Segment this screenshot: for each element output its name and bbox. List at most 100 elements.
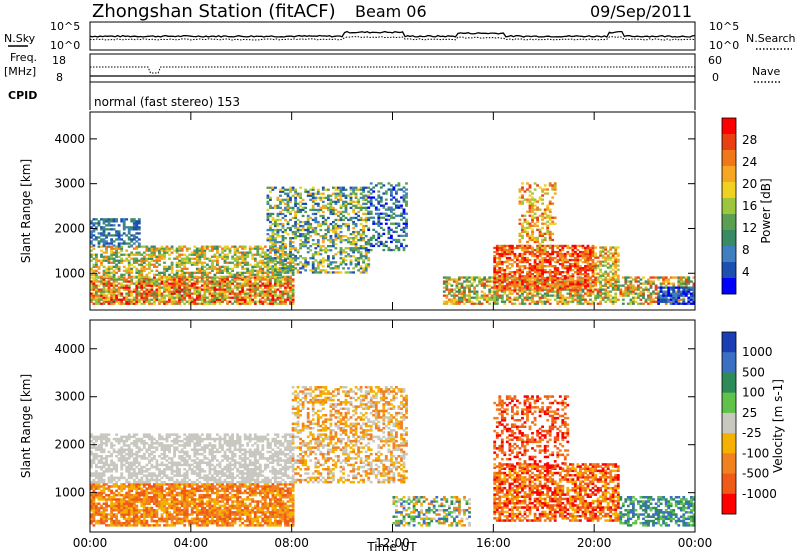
heatmap-cell bbox=[291, 269, 295, 272]
heatmap-cell bbox=[362, 245, 365, 248]
heatmap-cell bbox=[233, 298, 237, 301]
heatmap-cell bbox=[649, 280, 653, 283]
heatmap-cell bbox=[279, 300, 282, 303]
heatmap-cell bbox=[563, 283, 567, 286]
heatmap-cell bbox=[402, 248, 406, 252]
heatmap-cell bbox=[379, 212, 383, 215]
heatmap-cell bbox=[516, 296, 519, 299]
heatmap-cell bbox=[218, 255, 222, 258]
heatmap-cell bbox=[112, 278, 116, 281]
heatmap-cell bbox=[95, 273, 98, 276]
heatmap-cell bbox=[546, 228, 550, 231]
heatmap-cell bbox=[531, 300, 534, 303]
heatmap-cell bbox=[538, 275, 542, 278]
heatmap-cell bbox=[213, 296, 217, 299]
heatmap-cell bbox=[521, 265, 524, 268]
heatmap-cell bbox=[392, 196, 396, 199]
heatmap-cell bbox=[168, 247, 171, 250]
heatmap-cell bbox=[329, 237, 333, 240]
freq-tick-bottom: 8 bbox=[56, 71, 63, 84]
heatmap-cell bbox=[367, 263, 371, 266]
heatmap-cell bbox=[115, 251, 118, 254]
heatmap-cell bbox=[543, 252, 547, 256]
heatmap-cell bbox=[511, 298, 514, 301]
heatmap-cell bbox=[352, 251, 355, 254]
heatmap-cell bbox=[332, 186, 335, 189]
heatmap-cell bbox=[284, 259, 287, 262]
heatmap-cell bbox=[107, 257, 111, 260]
heatmap-cell bbox=[170, 275, 174, 278]
heatmap-cell bbox=[473, 278, 476, 281]
heatmap-cell bbox=[521, 300, 524, 303]
noise-right-tick-top: 10^5 bbox=[709, 20, 739, 33]
heatmap-cell bbox=[301, 226, 305, 230]
heatmap-cell bbox=[266, 212, 270, 216]
heatmap-cell bbox=[493, 296, 497, 299]
heatmap-cell bbox=[296, 228, 300, 232]
heatmap-cell bbox=[652, 298, 655, 301]
heatmap-cell bbox=[596, 276, 600, 279]
heatmap-cell bbox=[105, 294, 108, 297]
heatmap-cell bbox=[455, 300, 459, 303]
heatmap-cell bbox=[102, 228, 106, 231]
heatmap-cell bbox=[584, 265, 587, 268]
heatmap-cell bbox=[384, 222, 388, 225]
heatmap-cell bbox=[374, 184, 378, 187]
heatmap-cell bbox=[516, 298, 519, 301]
heatmap-cell bbox=[352, 216, 355, 220]
heatmap-cell bbox=[543, 246, 547, 250]
heatmap-cell bbox=[145, 247, 149, 250]
heatmap-cell bbox=[216, 298, 219, 301]
heatmap-cell bbox=[211, 263, 214, 266]
heatmap-cell bbox=[369, 204, 373, 207]
heatmap-cell bbox=[505, 256, 509, 260]
heatmap-cell bbox=[165, 247, 169, 250]
heatmap-cell bbox=[548, 222, 552, 225]
heatmap-cell bbox=[581, 298, 585, 301]
heatmap-cell bbox=[581, 288, 585, 291]
heatmap-cell bbox=[195, 294, 199, 297]
heatmap-cell bbox=[178, 245, 181, 248]
heatmap-cell bbox=[362, 206, 365, 209]
heatmap-cell bbox=[533, 283, 537, 286]
heatmap-cell bbox=[299, 220, 302, 224]
heatmap-cell bbox=[395, 184, 398, 187]
heatmap-cell bbox=[289, 198, 292, 201]
heatmap-cell bbox=[536, 206, 539, 209]
heatmap-cell bbox=[339, 257, 343, 260]
heatmap-cell bbox=[543, 269, 547, 272]
heatmap-cell bbox=[183, 257, 187, 260]
heatmap-cell bbox=[687, 288, 691, 291]
heatmap-cell bbox=[203, 273, 207, 276]
heatmap-cell bbox=[309, 269, 313, 272]
heatmap-cell bbox=[173, 276, 176, 279]
heatmap-cell bbox=[460, 298, 464, 301]
heatmap-cell bbox=[604, 258, 608, 261]
heatmap-cell bbox=[359, 192, 363, 195]
heatmap-cell bbox=[536, 256, 539, 260]
heatmap-cell bbox=[148, 265, 151, 268]
heatmap-cell bbox=[498, 258, 502, 262]
heatmap-cell bbox=[327, 216, 330, 220]
heatmap-cell bbox=[233, 275, 237, 278]
heatmap-cell bbox=[266, 288, 270, 291]
heatmap-cell bbox=[556, 252, 560, 256]
heatmap-cell bbox=[601, 246, 605, 249]
heatmap-cell bbox=[150, 292, 154, 295]
heatmap-cell bbox=[558, 244, 562, 248]
heatmap-cell bbox=[102, 259, 106, 262]
heatmap-cell bbox=[548, 289, 552, 292]
heatmap-cell bbox=[334, 253, 338, 256]
heatmap-cell bbox=[145, 282, 149, 285]
heatmap-cell bbox=[266, 294, 270, 297]
heatmap-cell bbox=[206, 275, 209, 278]
heatmap-cell bbox=[548, 276, 552, 279]
heatmap-cell bbox=[269, 196, 272, 199]
heatmap-cell bbox=[614, 272, 618, 275]
heatmap-cell bbox=[236, 257, 239, 260]
heatmap-cell bbox=[377, 208, 381, 211]
heatmap-cell bbox=[473, 292, 476, 295]
heatmap-cell bbox=[316, 224, 320, 228]
heatmap-cell bbox=[135, 251, 139, 254]
heatmap-cell bbox=[367, 257, 371, 260]
